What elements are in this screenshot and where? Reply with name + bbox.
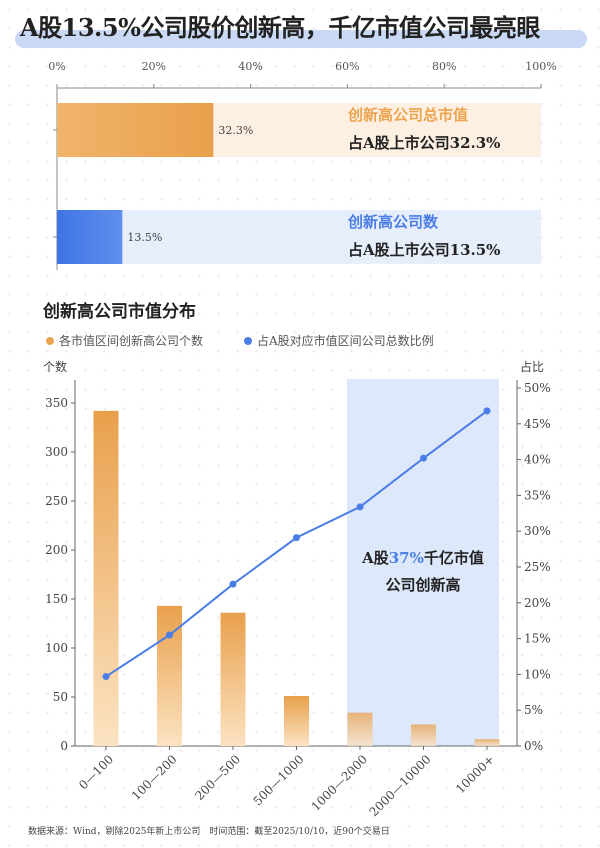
bar-sub-label: 占A股上市公司13.5% (348, 241, 500, 259)
ratio-point (356, 503, 364, 511)
y-right-tick-label: 45% (524, 417, 551, 431)
x-tick-label: 2000—10000 (367, 752, 434, 819)
bar (57, 210, 123, 264)
y-left-tick-label: 150 (45, 592, 68, 606)
bar-sub-label: 占A股上市公司32.3% (348, 134, 500, 152)
y-left-tick-label: 50 (53, 690, 68, 704)
title-highlight (15, 30, 587, 48)
legend-label: 各市值区间创新高公司个数 (59, 333, 203, 348)
x-tick-label: 10000+ (453, 752, 497, 796)
legend-marker (244, 337, 252, 345)
y-left-tick-label: 350 (45, 396, 68, 410)
x-tick-label: 0% (48, 60, 65, 73)
share-bar-chart: 0% 20% 40% 60% 80% 100% 32.3% 创新高公司总市值占A股上市公司32… (48, 60, 557, 270)
y-right-tick-label: 25% (524, 560, 551, 574)
y-left-tick-label: 0 (60, 739, 68, 753)
highlight-band (347, 379, 499, 746)
bar (474, 739, 500, 746)
y-left-tick-label: 300 (45, 445, 68, 459)
y-right-tick-label: 10% (524, 667, 551, 681)
y-left-label: 个数 (43, 359, 67, 374)
y-left-tick-label: 200 (45, 543, 68, 557)
bar (411, 724, 436, 746)
annotation-line2: 公司创新高 (385, 576, 460, 594)
section-title: 创新高公司市值分布 (42, 301, 196, 322)
y-right-tick-label: 20% (524, 596, 551, 610)
x-tick-label: 1000—2000 (309, 752, 371, 814)
page-title: A股13.5%公司股价创新高，千亿市值公司最亮眼 (20, 13, 540, 42)
bar-category-label: 创新高公司总市值 (347, 106, 468, 124)
annotation-line1: A股37%千亿市值 (361, 549, 484, 567)
ratio-point (420, 454, 427, 462)
ratio-point (166, 631, 173, 639)
y-right-tick-label: 0% (524, 739, 543, 753)
y-right-tick-label: 15% (524, 632, 551, 646)
bar-background (57, 210, 541, 264)
bar (93, 410, 119, 746)
x-tick-label: 0—100 (76, 752, 116, 792)
x-tick-label: 100—200 (129, 752, 180, 803)
ratio-point (293, 534, 300, 542)
x-tick-label: 500—1000 (250, 752, 306, 808)
bar (57, 103, 214, 157)
x-tick-label: 80% (432, 60, 456, 73)
bar-value-label: 32.3% (218, 124, 253, 137)
y-right-tick-label: 35% (524, 488, 551, 502)
y-left-tick-label: 250 (45, 494, 68, 508)
y-left-tick-label: 100 (45, 641, 68, 655)
bar-value-label: 13.5% (127, 231, 162, 244)
bar (284, 696, 309, 746)
legend-marker (46, 337, 54, 345)
x-tick-label: 100% (525, 60, 556, 73)
ratio-point (483, 407, 491, 415)
y-right-tick-label: 30% (524, 524, 551, 538)
bar (347, 712, 373, 746)
x-tick-label: 20% (142, 60, 166, 73)
x-tick-label: 60% (335, 60, 359, 73)
x-tick-label: 200—500 (192, 752, 243, 803)
bar-category-label: 创新高公司数 (347, 213, 439, 231)
ratio-point (229, 580, 237, 588)
y-right-tick-label: 40% (524, 453, 551, 467)
y-right-label: 占比 (520, 359, 544, 374)
y-right-tick-label: 50% (524, 381, 551, 395)
y-right-tick-label: 5% (524, 703, 543, 717)
x-tick-label: 40% (238, 60, 262, 73)
legend-label: 占A股对应市值区间公司总数比例 (257, 333, 434, 348)
footer-source: 数据来源：Wind，剔除2025年新上市公司 时间范围：截至2025/10/10… (28, 827, 390, 837)
ratio-point (102, 673, 110, 681)
bar (220, 612, 246, 746)
